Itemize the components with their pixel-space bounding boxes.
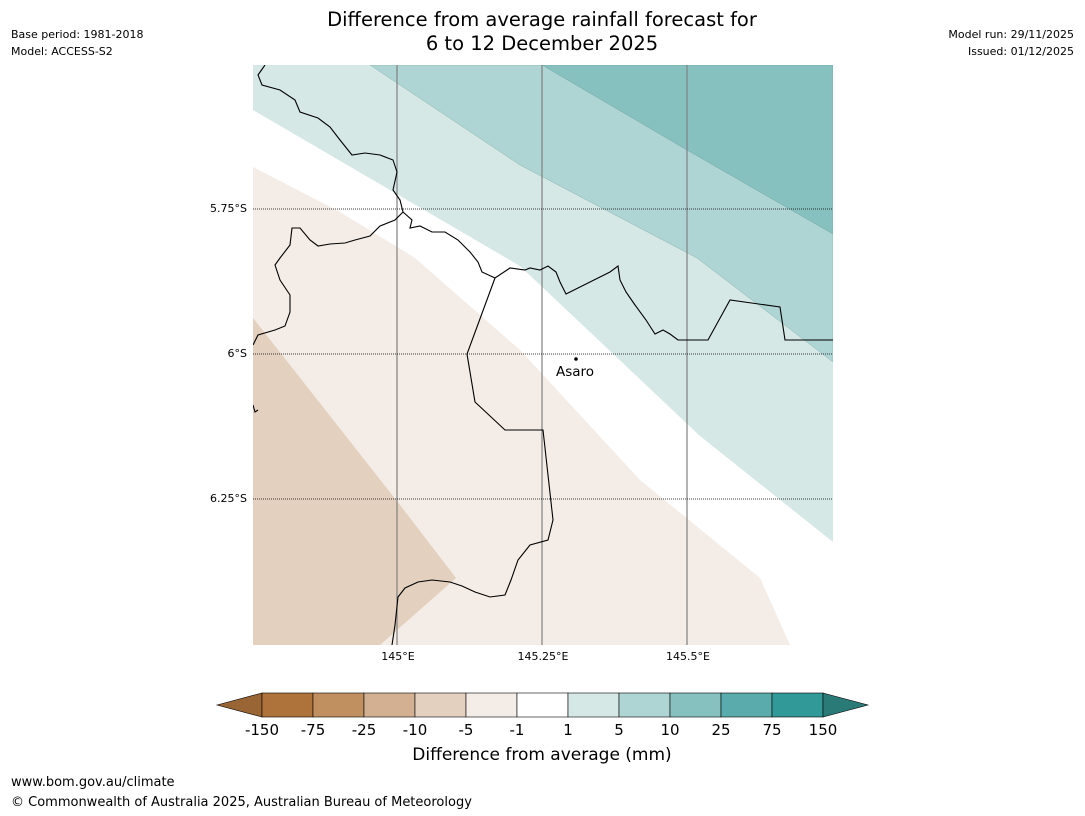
colorbar-tick: -5 [458,721,474,739]
metadata-left: Base period: 1981-2018 Model: ACCESS-S2 [11,26,143,60]
colorbar-tick: -150 [244,721,280,739]
colorbar-cell [618,692,671,718]
meridian-lines [396,65,688,645]
colorbar-tick: 150 [808,721,838,739]
lat-label-5-75s: 5.75°S [210,202,247,215]
issued-text: Issued: 01/12/2025 [967,45,1074,58]
colorbar-cell [414,692,467,718]
colorbar-tick: 1 [563,721,573,739]
colorbar-tick: -25 [351,721,377,739]
title-line-2: 6 to 12 December 2025 [425,32,659,55]
colorbar-arrow-above [822,692,870,718]
model-text: Model: ACCESS-S2 [11,45,113,58]
lat-label-6-25s: 6.25°S [210,492,247,505]
lat-label-6s: 6°S [227,347,247,360]
colorbar-cell [363,692,416,718]
colorbar-cell [771,692,824,718]
colorbar-cell [312,692,365,718]
colorbar-tick: 10 [660,721,680,739]
colorbar-tick: 75 [762,721,782,739]
colorbar-tick: 25 [711,721,731,739]
place-label-asaro: Asaro [556,364,595,380]
colorbar-arrow-below [215,692,263,718]
lon-label-145e: 145°E [381,650,415,663]
metadata-right: Model run: 29/11/2025 Issued: 01/12/2025 [948,26,1074,60]
forecast-contours [253,65,833,645]
colorbar-cell [465,692,518,718]
province-boundaries [253,65,833,645]
boundary-west [253,211,404,346]
colorbar [215,692,870,718]
parallel-lines [253,208,833,500]
colorbar-title: Difference from average (mm) [412,745,672,765]
colorbar-tick: -1 [509,721,525,739]
lon-label-145-5e: 145.5°E [666,650,710,663]
colorbar-cell [261,692,314,718]
boundary-north [257,65,833,341]
colorbar-tick: 5 [614,721,624,739]
boundary-internal [391,277,554,645]
colorbar-cell [567,692,620,718]
page-title: Difference from average rainfall forecas… [242,8,842,56]
colorbar-tick: -10 [402,721,428,739]
footer-copyright: © Commonwealth of Australia 2025, Austra… [11,795,472,810]
colorbar-tick: -75 [300,721,326,739]
base-period-text: Base period: 1981-2018 [11,28,144,41]
lon-label-145-25e: 145.25°E [517,650,569,663]
asaro-marker [574,357,578,361]
boundary-west-fragment [253,404,259,413]
contour-minus-5-to-minus-10 [253,318,456,645]
colorbar-cell [720,692,773,718]
footer-url: www.bom.gov.au/climate [11,775,175,790]
colorbar-cell [516,692,569,718]
model-run-text: Model run: 29/11/2025 [948,28,1074,41]
colorbar-cell [669,692,722,718]
title-line-1: Difference from average rainfall forecas… [327,8,757,31]
